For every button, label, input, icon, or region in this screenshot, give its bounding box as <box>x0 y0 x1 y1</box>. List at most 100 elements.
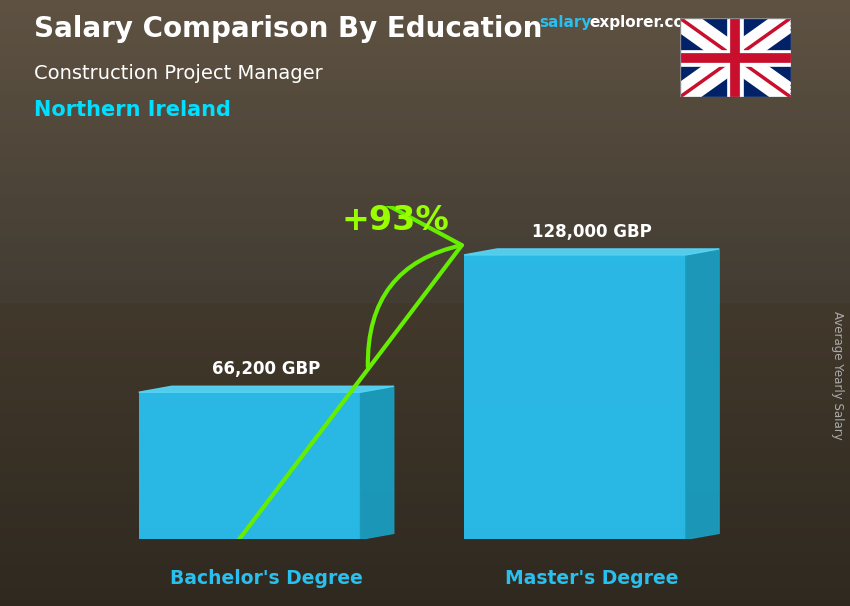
Bar <box>0 485 850 491</box>
Bar <box>0 582 850 588</box>
Bar <box>0 115 850 121</box>
Bar <box>0 127 850 133</box>
Bar <box>0 558 850 564</box>
Bar <box>0 176 850 182</box>
Bar <box>0 291 850 297</box>
Bar <box>0 333 850 339</box>
Polygon shape <box>686 249 719 539</box>
Bar <box>0 182 850 188</box>
Bar <box>0 200 850 206</box>
Bar <box>0 218 850 224</box>
Text: Master's Degree: Master's Degree <box>505 570 678 588</box>
Bar <box>0 394 850 400</box>
Bar <box>0 224 850 230</box>
Bar <box>0 600 850 606</box>
Bar <box>0 285 850 291</box>
Bar <box>0 564 850 570</box>
Bar <box>0 497 850 503</box>
Bar <box>0 442 850 448</box>
Bar <box>0 36 850 42</box>
Bar <box>0 255 850 261</box>
Bar <box>0 12 850 18</box>
Polygon shape <box>464 249 719 255</box>
Text: Bachelor's Degree: Bachelor's Degree <box>170 570 363 588</box>
Bar <box>0 491 850 497</box>
Bar <box>0 103 850 109</box>
Bar <box>0 436 850 442</box>
Text: 128,000 GBP: 128,000 GBP <box>532 222 651 241</box>
Bar <box>0 358 850 364</box>
Bar <box>0 42 850 48</box>
Bar <box>0 139 850 145</box>
Bar <box>0 0 850 6</box>
Bar <box>0 570 850 576</box>
Bar <box>0 515 850 521</box>
Bar <box>0 273 850 279</box>
Bar <box>0 527 850 533</box>
Bar <box>0 61 850 67</box>
Bar <box>0 327 850 333</box>
Polygon shape <box>139 386 394 392</box>
Bar <box>0 133 850 139</box>
Bar <box>0 370 850 376</box>
Bar <box>0 248 850 255</box>
Bar <box>139 392 360 539</box>
Bar <box>0 73 850 79</box>
Bar <box>0 576 850 582</box>
Bar <box>0 412 850 418</box>
Bar <box>0 194 850 200</box>
Text: salary: salary <box>540 15 592 30</box>
Bar <box>0 109 850 115</box>
Bar <box>0 479 850 485</box>
Bar <box>0 345 850 351</box>
Bar <box>0 297 850 303</box>
Text: +93%: +93% <box>342 204 450 237</box>
Bar <box>0 158 850 164</box>
Bar <box>0 321 850 327</box>
Bar <box>0 521 850 527</box>
Bar <box>0 551 850 558</box>
Bar <box>0 67 850 73</box>
Bar <box>0 188 850 194</box>
Bar <box>0 242 850 248</box>
Bar <box>0 261 850 267</box>
Bar <box>0 539 850 545</box>
Bar <box>0 351 850 358</box>
Bar <box>0 339 850 345</box>
Bar <box>0 418 850 424</box>
Bar <box>0 170 850 176</box>
Bar <box>0 588 850 594</box>
Bar <box>0 145 850 152</box>
Bar <box>0 91 850 97</box>
Bar <box>0 382 850 388</box>
Bar <box>0 279 850 285</box>
Text: Average Yearly Salary: Average Yearly Salary <box>830 311 844 440</box>
Text: Northern Ireland: Northern Ireland <box>34 100 231 120</box>
Bar <box>0 364 850 370</box>
Bar <box>0 18 850 24</box>
Bar <box>0 24 850 30</box>
Bar <box>0 55 850 61</box>
Bar <box>0 309 850 315</box>
Bar <box>464 255 686 539</box>
Bar <box>0 121 850 127</box>
Bar <box>0 6 850 12</box>
Bar <box>0 79 850 85</box>
Bar <box>0 97 850 103</box>
Bar <box>0 152 850 158</box>
Bar <box>0 503 850 509</box>
Polygon shape <box>360 386 394 539</box>
FancyArrowPatch shape <box>56 26 462 606</box>
Bar <box>0 85 850 91</box>
Text: Construction Project Manager: Construction Project Manager <box>34 64 323 82</box>
Bar <box>0 430 850 436</box>
Bar <box>0 467 850 473</box>
Bar <box>0 376 850 382</box>
Bar <box>0 454 850 461</box>
Bar <box>0 315 850 321</box>
Bar <box>0 48 850 55</box>
Bar <box>0 533 850 539</box>
Bar <box>0 212 850 218</box>
Text: explorer.com: explorer.com <box>589 15 700 30</box>
Bar <box>0 388 850 394</box>
